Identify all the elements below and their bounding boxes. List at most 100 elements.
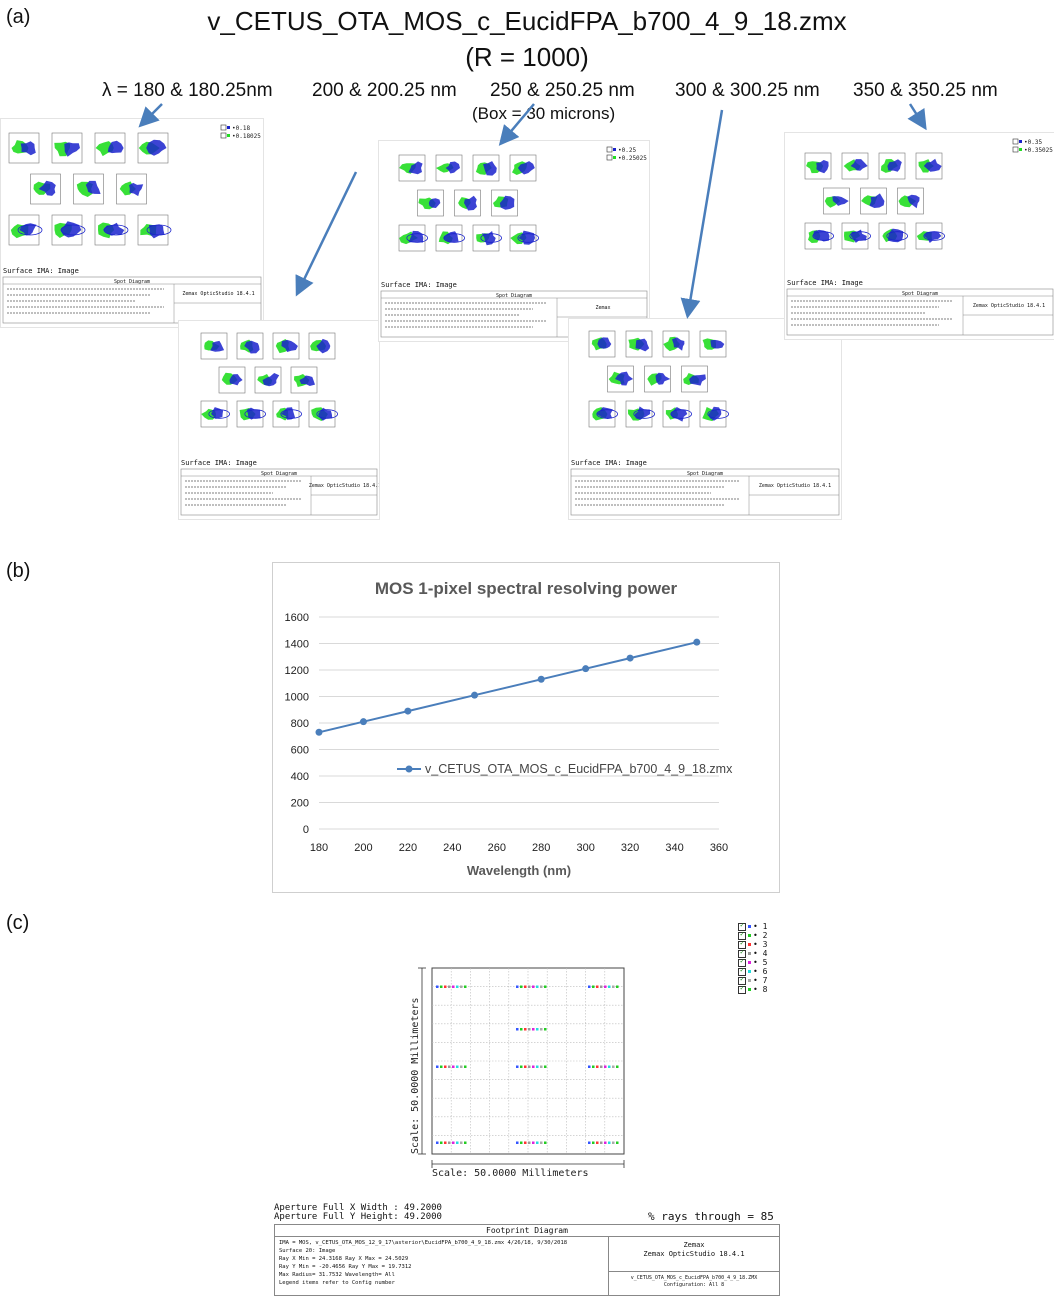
pointer-arrows — [138, 103, 927, 319]
spot-cell — [435, 154, 463, 182]
spot-cell — [662, 330, 690, 358]
spot-cell — [308, 332, 336, 360]
checkbox-icon: ✓ — [738, 920, 746, 931]
footprint-legend-item: ✓ • 8 — [738, 983, 768, 994]
footprint-dot — [592, 1141, 595, 1144]
footprint-dot — [524, 1065, 527, 1068]
legend-number: • 3 — [753, 940, 768, 949]
legend-number: • 8 — [753, 985, 768, 994]
spot-cell — [236, 332, 264, 360]
footprint-dot — [532, 1141, 535, 1144]
spot-cell — [625, 400, 655, 428]
x-tick-label: 280 — [532, 842, 550, 854]
rays-through: % rays through = 85 — [648, 1210, 774, 1223]
footprint-dot — [516, 1141, 519, 1144]
footprint-dot — [528, 985, 531, 988]
spot-header: Spot Diagram — [687, 471, 723, 477]
wavelength-label-300: 300 & 300.25 nm — [675, 80, 820, 101]
spot-legend: •0.18•0.18025 — [220, 124, 261, 140]
data-point — [626, 654, 634, 662]
surface-label: Surface IMA: Image — [787, 279, 863, 287]
spot-cell — [699, 330, 727, 358]
x-axis-label: Wavelength (nm) — [467, 863, 571, 878]
footprint-dot — [452, 985, 455, 988]
spot-legend-label: •0.18025 — [232, 133, 261, 140]
footprint-dot — [532, 985, 535, 988]
footprint-dot — [540, 985, 543, 988]
spot-cell — [290, 366, 318, 394]
footprint-legend-item: ✓ • 5 — [738, 957, 768, 967]
legend-number: • 5 — [753, 958, 768, 967]
spot-cell — [272, 332, 300, 360]
footprint-dot — [444, 1065, 447, 1068]
spot-cell — [491, 189, 518, 217]
footprint-dot — [452, 1141, 455, 1144]
y-tick-label: 800 — [291, 718, 309, 730]
footprint-info-box: Footprint Diagram IMA = MOS, v_CETUS_OTA… — [274, 1224, 780, 1296]
data-point — [404, 707, 412, 715]
spot-cell — [272, 400, 302, 428]
footprint-dot — [536, 1028, 539, 1031]
spot-cell — [915, 152, 943, 180]
footprint-dot — [520, 1141, 523, 1144]
footprint-dot — [612, 1141, 615, 1144]
box-note: (Box = 30 microns) — [472, 104, 616, 123]
info-line: Max Radius= 31.7532 Wavelength= All — [279, 1272, 395, 1278]
footprint-dot — [536, 1141, 539, 1144]
spot-cell — [8, 132, 40, 164]
y-tick-label: 1000 — [285, 692, 309, 704]
footprint-dot — [456, 1141, 459, 1144]
footprint-dot — [544, 985, 547, 988]
footprint-dot — [520, 1028, 523, 1031]
info-line: Surface 20: Image — [279, 1248, 336, 1254]
footprint-dot — [592, 1065, 595, 1068]
footprint-dot — [520, 1065, 523, 1068]
footprint-dot — [448, 985, 451, 988]
footprint-dot — [544, 1141, 547, 1144]
wavelength-label-250: 250 & 250.25 nm — [490, 80, 635, 101]
spot-cell — [417, 189, 444, 217]
footprint-dot — [524, 1028, 527, 1031]
y-tick-label: 0 — [303, 824, 309, 836]
footprint-dot — [464, 985, 467, 988]
file-line: v_CETUS_OTA_MOS_c_EucidFPA_b700_4_9_18.Z… — [630, 1275, 758, 1281]
checkbox-icon: ✓ — [738, 983, 746, 994]
data-point — [471, 691, 479, 699]
x-tick-label: 200 — [354, 842, 372, 854]
footprint-dot — [600, 1141, 603, 1144]
footprint-dot — [532, 1028, 535, 1031]
footprint-dot — [464, 1065, 467, 1068]
spot-cell — [897, 187, 924, 215]
spot-cell — [915, 222, 946, 250]
panel-a-title: v_CETUS_OTA_MOS_c_EucidFPA_b700_4_9_18.z… — [207, 6, 847, 36]
spot-diagram-180: •0.18 •0.18025 Surface IMA: Image Spot Diag… — [0, 118, 264, 328]
data-point — [693, 638, 701, 646]
spot-cell — [823, 187, 850, 215]
footprint-dot — [448, 1065, 451, 1068]
x-tick-label: 360 — [710, 842, 728, 854]
footprint-dot — [524, 1141, 527, 1144]
spot-header: Spot Diagram — [261, 471, 297, 477]
panel-b-letter: (b) — [6, 560, 31, 582]
footprint-legend-item: ✓ • 3 — [738, 939, 768, 949]
footprint-dot — [448, 1141, 451, 1144]
spot-cell — [94, 214, 129, 246]
footprint-dot — [528, 1065, 531, 1068]
arrow-350 — [907, 103, 927, 131]
spot-header: Spot Diagram — [496, 293, 532, 299]
spot-cell — [607, 365, 634, 393]
footprint-legend-item: ✓ • 6 — [738, 966, 767, 976]
footprint-dot — [460, 985, 463, 988]
surface-label: Surface IMA: Image — [181, 459, 257, 467]
spot-legend: •0.25•0.25025 — [606, 146, 647, 162]
footprint-dot — [460, 1065, 463, 1068]
data-point — [315, 728, 323, 736]
footprint-dot — [588, 985, 591, 988]
y-tick-label: 600 — [291, 745, 309, 757]
software-version: Zemax OpticStudio 18.4.1 — [643, 1250, 745, 1258]
x-tick-label: 220 — [399, 842, 417, 854]
footprint-dot — [532, 1065, 535, 1068]
footprint-dot — [588, 1065, 591, 1068]
footprint-dot — [516, 985, 519, 988]
spot-cell — [699, 400, 730, 428]
